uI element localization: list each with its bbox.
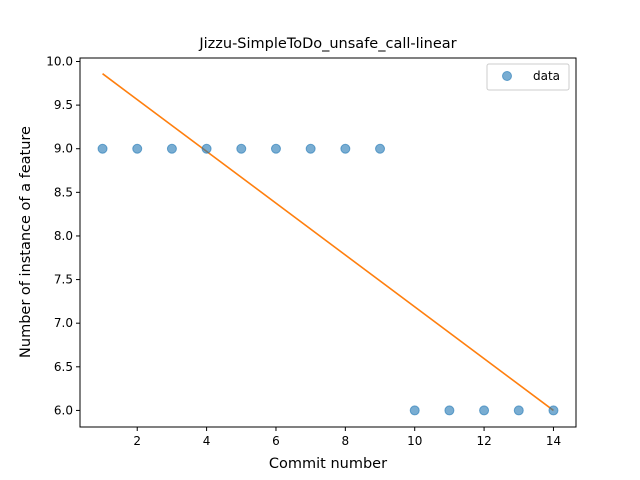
data-point	[513, 405, 524, 416]
legend-marker-data	[502, 71, 512, 81]
chart-title: Jizzu-SimpleToDo_unsafe_call-linear	[198, 36, 456, 52]
data-point	[340, 143, 351, 154]
data-point	[201, 143, 212, 154]
legend-label-data: data	[533, 69, 560, 83]
y-axis-label: Number of instance of a feature	[18, 126, 34, 358]
y-axis: 6.0 6.5 7.0 7.5 8.0 8.5 9.0 9.5 10.0	[46, 54, 80, 417]
x-axis-label: Commit number	[269, 456, 387, 472]
x-tick-label: 14	[546, 434, 561, 448]
data-point	[479, 405, 490, 416]
x-tick-label: 10	[407, 434, 422, 448]
data-point	[548, 405, 559, 416]
data-point	[444, 405, 455, 416]
data-point	[270, 143, 281, 154]
y-tick-label: 6.5	[54, 360, 73, 374]
data-point	[166, 143, 177, 154]
y-tick-label: 8.0	[54, 229, 73, 243]
data-point	[375, 143, 386, 154]
plot-area	[97, 73, 559, 416]
y-tick-label: 9.5	[54, 98, 73, 112]
x-tick-label: 4	[203, 434, 211, 448]
legend: data	[486, 63, 570, 91]
y-tick-label: 10.0	[46, 54, 73, 68]
y-tick-label: 9.0	[54, 142, 73, 156]
x-tick-label: 2	[133, 434, 141, 448]
data-point	[409, 405, 420, 416]
y-tick-label: 7.5	[54, 273, 73, 287]
x-tick-label: 12	[476, 434, 491, 448]
plot-frame	[79, 57, 577, 428]
fit-line	[102, 73, 554, 412]
data-point	[97, 143, 108, 154]
y-tick-label: 8.5	[54, 185, 73, 199]
x-axis: 2 4 6 8 10 12 14	[133, 427, 561, 448]
x-tick-label: 8	[342, 434, 350, 448]
data-point	[132, 143, 143, 154]
y-tick-label: 7.0	[54, 316, 73, 330]
legend-frame	[486, 63, 570, 91]
data-point	[236, 143, 247, 154]
data-point	[305, 143, 316, 154]
x-tick-label: 6	[272, 434, 280, 448]
y-tick-label: 6.0	[54, 403, 73, 417]
